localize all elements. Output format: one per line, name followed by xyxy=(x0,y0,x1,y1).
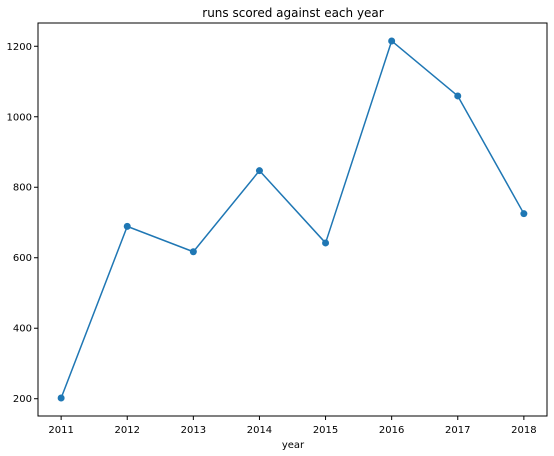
chart-title: runs scored against each year xyxy=(202,6,384,20)
y-tick-label: 400 xyxy=(13,324,32,335)
data-point xyxy=(454,92,462,100)
data-point xyxy=(322,239,330,247)
series-line xyxy=(60,40,525,399)
y-tick-label: 800 xyxy=(13,183,32,194)
data-point xyxy=(123,222,131,230)
data-point xyxy=(520,210,528,218)
x-tick-label: 2018 xyxy=(511,425,536,436)
x-tick-label: 2015 xyxy=(313,425,338,436)
x-tick-label: 2016 xyxy=(379,425,404,436)
y-tick-label: 200 xyxy=(13,394,32,405)
x-tick-label: 2014 xyxy=(247,425,272,436)
x-tick-label: 2011 xyxy=(48,425,73,436)
y-tick-label: 1200 xyxy=(7,42,32,53)
x-axis-ticks: 2011 2012 2013 2014 2015 2016 2017 2018 xyxy=(48,416,537,436)
x-axis-label: year xyxy=(282,440,305,451)
x-tick-label: 2017 xyxy=(445,425,470,436)
data-point xyxy=(57,394,65,402)
y-tick-label: 1000 xyxy=(7,112,32,123)
data-point xyxy=(255,167,263,175)
data-point xyxy=(189,248,197,256)
y-axis-ticks: 200 400 600 800 1000 1200 xyxy=(7,42,38,405)
axes-frame xyxy=(37,22,548,417)
x-tick-label: 2012 xyxy=(115,425,140,436)
y-tick-label: 600 xyxy=(13,253,32,264)
x-tick-label: 2013 xyxy=(181,425,206,436)
data-point xyxy=(388,37,396,45)
series-layer xyxy=(57,37,528,402)
